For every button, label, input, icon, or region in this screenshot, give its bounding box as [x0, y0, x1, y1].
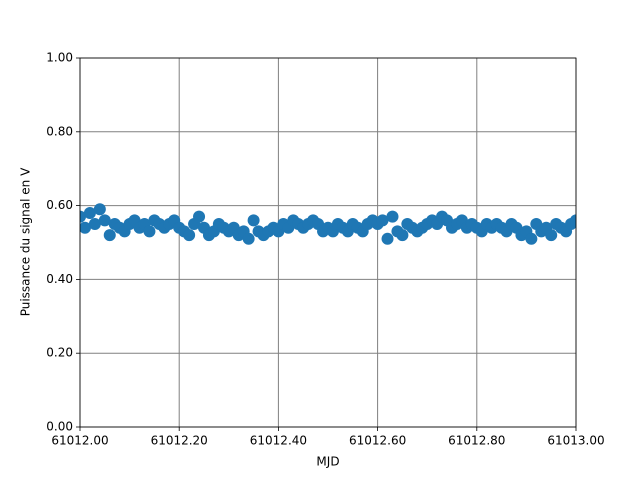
x-tick-label: 61012.00	[51, 434, 108, 448]
y-tick-label: 0.20	[46, 346, 73, 360]
x-tick-label: 61012.20	[151, 434, 208, 448]
point	[386, 210, 399, 223]
point	[525, 232, 538, 245]
point	[570, 214, 576, 227]
axes-frame	[79, 57, 577, 428]
x-tick-label: 61012.60	[349, 434, 406, 448]
point	[80, 221, 91, 234]
points	[80, 203, 576, 245]
point	[396, 229, 409, 242]
point	[143, 225, 156, 238]
y-tick-label: 0.80	[46, 124, 73, 138]
point	[98, 214, 111, 227]
point	[376, 214, 389, 227]
point	[545, 229, 558, 242]
x-tick-label: 61012.80	[448, 434, 505, 448]
point	[93, 203, 106, 216]
point	[83, 206, 96, 219]
ticks: 61012.00 61012.20 61012.40 61012.60 61012.80…	[46, 51, 604, 448]
point	[183, 229, 196, 242]
y-tick-label: 1.00	[46, 51, 73, 65]
y-tick-label: 0.00	[46, 420, 73, 434]
point	[103, 229, 116, 242]
point	[381, 232, 394, 245]
point	[88, 218, 101, 231]
y-tick-label: 0.40	[46, 272, 73, 286]
x-tick-label: 61013.00	[547, 434, 604, 448]
point	[247, 214, 260, 227]
point	[193, 210, 206, 223]
y-tick-label: 0.60	[46, 198, 73, 212]
x-tick-label: 61012.40	[250, 434, 307, 448]
point	[242, 232, 255, 245]
x-axis-label: MJD	[316, 455, 339, 469]
y-axis-label: Puissance du signal en V	[19, 167, 33, 316]
